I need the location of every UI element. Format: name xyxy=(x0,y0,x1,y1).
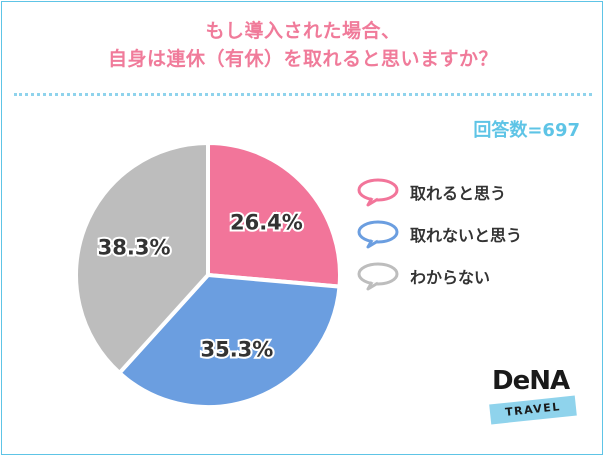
speech-bubble-pink-icon xyxy=(357,178,399,207)
legend-label-take: 取れると思う xyxy=(410,184,507,203)
pie-slice-label-0: 26.4% xyxy=(230,211,303,235)
dotted-divider xyxy=(14,93,592,96)
legend-item: 取れると思う xyxy=(356,171,522,213)
chart-title-line2: 自身は連休（有休）を取れると思いますか？ xyxy=(107,48,498,70)
logo-wordmark: DeNA xyxy=(492,366,570,396)
legend: 取れると思う 取れないと思う わからない xyxy=(356,171,522,297)
legend-item: 取れないと思う xyxy=(356,213,522,255)
pie-slice-0 xyxy=(206,140,342,289)
pie-slice-2 xyxy=(74,140,210,376)
legend-label-cannot: 取れないと思う xyxy=(410,226,523,245)
pie-slice-1 xyxy=(116,272,342,409)
respondent-count: 回答数=697 xyxy=(473,120,580,141)
speech-bubble-blue-icon xyxy=(357,220,399,249)
speech-bubble-gray-icon xyxy=(357,262,399,291)
logo-subtitle: TRAVEL xyxy=(489,395,577,425)
pie-slice-label-1: 35.3% xyxy=(200,338,273,362)
legend-item: わからない xyxy=(356,255,522,297)
dena-travel-logo: DeNA TRAVEL xyxy=(482,366,582,426)
legend-label-unknown: わからない xyxy=(410,268,491,287)
pie-slice-label-2: 38.3% xyxy=(98,236,171,260)
chart-title-line1: もし導入された場合、 xyxy=(205,20,401,42)
